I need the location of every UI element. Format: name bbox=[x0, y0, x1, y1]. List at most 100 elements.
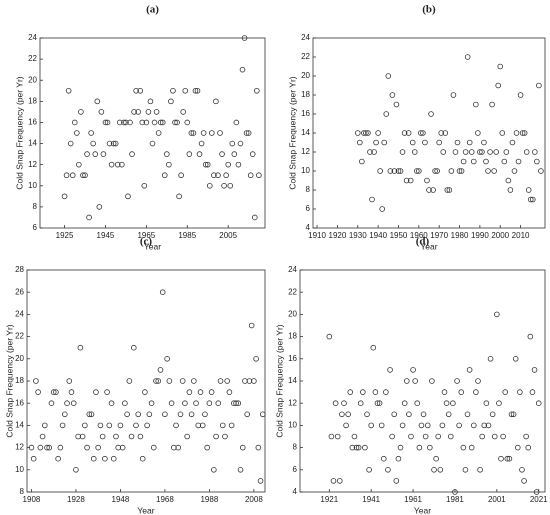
point bbox=[485, 422, 492, 429]
point bbox=[206, 400, 213, 407]
point bbox=[473, 101, 479, 108]
point bbox=[351, 433, 358, 440]
x-tick-label: 1910 bbox=[308, 231, 326, 240]
point bbox=[383, 111, 390, 117]
point bbox=[139, 455, 146, 462]
point bbox=[437, 466, 444, 473]
point bbox=[353, 444, 360, 451]
point bbox=[113, 433, 119, 440]
point bbox=[367, 149, 373, 155]
point bbox=[119, 444, 126, 451]
point bbox=[194, 87, 201, 94]
point bbox=[146, 411, 153, 418]
point bbox=[501, 158, 508, 165]
point bbox=[468, 444, 475, 451]
y-tick-label: 16 bbox=[288, 354, 297, 363]
point bbox=[141, 182, 148, 189]
point bbox=[496, 400, 502, 407]
point bbox=[527, 333, 534, 340]
point bbox=[68, 389, 75, 395]
point bbox=[499, 130, 506, 136]
y-tick-label: 24 bbox=[15, 310, 24, 319]
point bbox=[375, 130, 381, 136]
point bbox=[98, 109, 105, 115]
point bbox=[479, 433, 485, 440]
point bbox=[460, 444, 467, 451]
x-tick-label: 1945 bbox=[97, 231, 115, 240]
point bbox=[426, 187, 432, 193]
point bbox=[135, 109, 141, 115]
point bbox=[505, 177, 512, 184]
point bbox=[401, 130, 408, 136]
point bbox=[188, 411, 195, 418]
y-tick-label: 6 bbox=[33, 223, 38, 232]
point bbox=[336, 478, 343, 484]
point bbox=[124, 411, 130, 418]
x-tick-label: 1988 bbox=[200, 495, 218, 504]
point bbox=[65, 87, 72, 94]
point bbox=[416, 444, 423, 451]
point bbox=[495, 82, 501, 89]
point bbox=[456, 168, 463, 174]
point bbox=[460, 158, 467, 165]
point bbox=[535, 400, 542, 407]
point bbox=[78, 109, 84, 115]
point bbox=[349, 444, 356, 451]
x-tick-label: 2008 bbox=[245, 495, 263, 504]
point bbox=[191, 378, 197, 384]
point bbox=[162, 411, 168, 418]
point bbox=[235, 161, 242, 168]
point bbox=[184, 433, 190, 440]
point bbox=[126, 378, 133, 384]
point bbox=[153, 378, 159, 384]
y-tick-label: 16 bbox=[28, 118, 37, 127]
point bbox=[364, 411, 370, 418]
point bbox=[86, 214, 92, 221]
point bbox=[406, 411, 412, 418]
point bbox=[231, 151, 238, 157]
point bbox=[198, 140, 205, 147]
point bbox=[475, 130, 481, 136]
point bbox=[239, 444, 246, 451]
point bbox=[379, 206, 385, 212]
point bbox=[407, 177, 414, 184]
point bbox=[137, 433, 144, 440]
y-axis-label: Cold Snap Frequency (per Yr) bbox=[287, 76, 297, 189]
point bbox=[397, 168, 404, 174]
point bbox=[519, 466, 525, 473]
point bbox=[172, 119, 178, 126]
point bbox=[166, 161, 172, 168]
point bbox=[428, 111, 434, 117]
point bbox=[462, 466, 469, 473]
point bbox=[422, 433, 429, 440]
point bbox=[405, 130, 412, 136]
point bbox=[180, 109, 186, 115]
point bbox=[102, 455, 108, 462]
x-tick-label: 1941 bbox=[362, 495, 380, 504]
point bbox=[397, 444, 404, 451]
point bbox=[233, 119, 240, 126]
point bbox=[90, 455, 97, 462]
point bbox=[414, 400, 421, 407]
point bbox=[381, 139, 388, 146]
point bbox=[506, 455, 513, 462]
point bbox=[74, 130, 80, 136]
point bbox=[69, 172, 76, 179]
point bbox=[447, 433, 454, 440]
point bbox=[77, 344, 84, 351]
point bbox=[464, 54, 471, 60]
point bbox=[147, 98, 154, 105]
point bbox=[339, 411, 345, 418]
point bbox=[458, 168, 465, 174]
point bbox=[399, 149, 406, 155]
point bbox=[442, 130, 449, 136]
point bbox=[433, 455, 439, 462]
y-tick-label: 14 bbox=[28, 139, 37, 148]
y-tick-label: 6 bbox=[293, 465, 298, 474]
y-tick-label: 22 bbox=[28, 54, 37, 63]
point bbox=[471, 422, 477, 429]
point bbox=[255, 444, 262, 451]
x-tick-label: 1960 bbox=[410, 231, 428, 240]
point bbox=[219, 422, 226, 429]
point bbox=[164, 355, 170, 362]
